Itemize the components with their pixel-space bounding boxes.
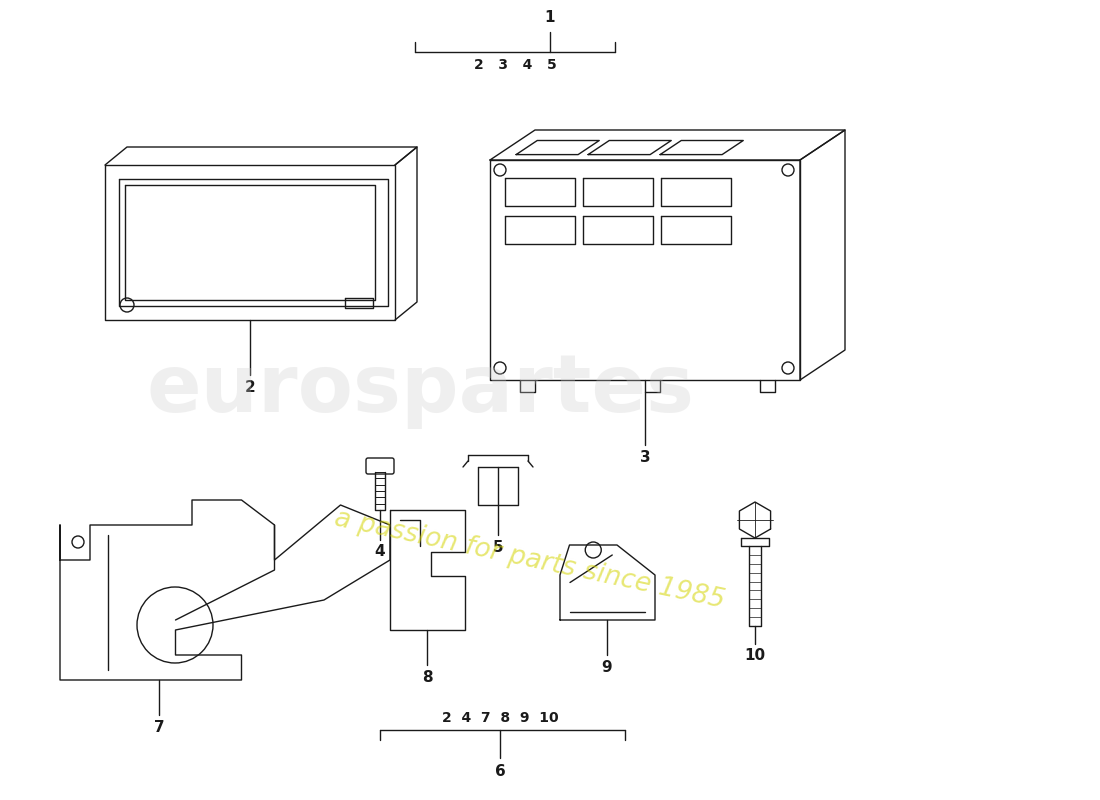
Text: 4: 4 — [375, 545, 385, 559]
Text: 8: 8 — [421, 670, 432, 686]
Text: 10: 10 — [745, 649, 766, 663]
Text: 1: 1 — [544, 10, 556, 26]
Text: 9: 9 — [602, 661, 613, 675]
Text: a passion for parts since 1985: a passion for parts since 1985 — [332, 506, 727, 614]
Text: 2: 2 — [244, 381, 255, 395]
Text: 6: 6 — [495, 765, 505, 779]
Text: eurospartes: eurospartes — [146, 351, 694, 429]
Text: 2  4  7  8  9  10: 2 4 7 8 9 10 — [442, 711, 559, 725]
Text: 5: 5 — [493, 539, 504, 554]
Text: 2   3   4   5: 2 3 4 5 — [474, 58, 557, 72]
Text: 7: 7 — [154, 721, 164, 735]
Text: 3: 3 — [640, 450, 650, 466]
